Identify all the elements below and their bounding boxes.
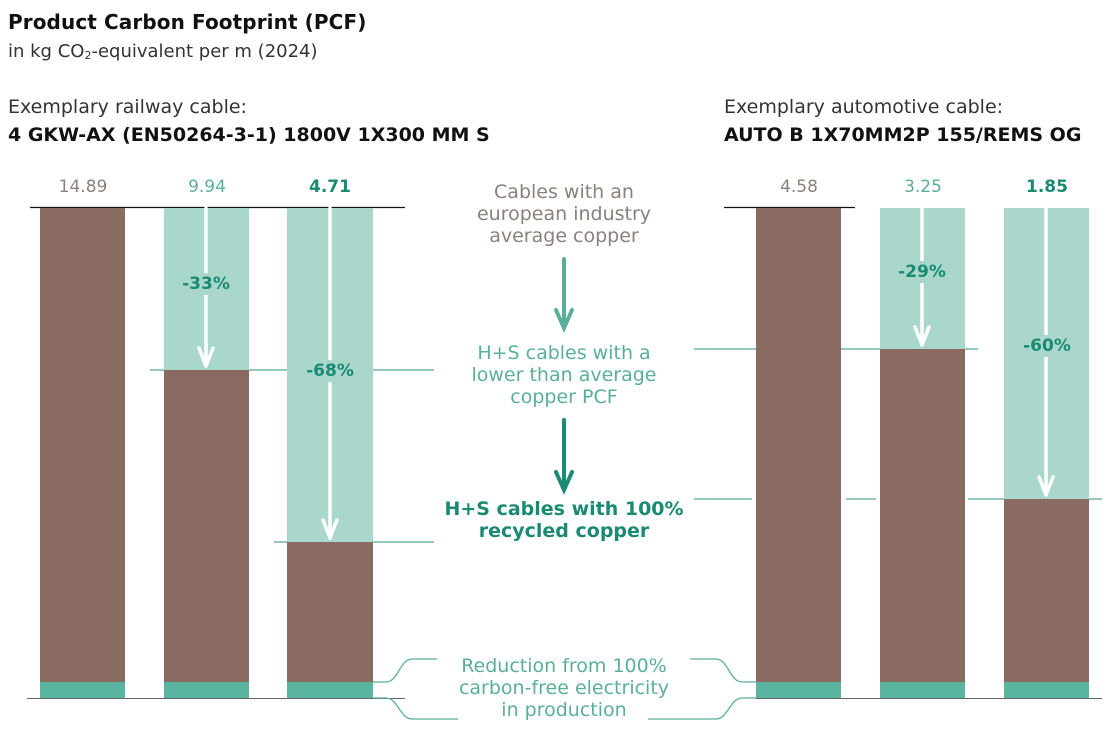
legend-line: average copper: [489, 225, 639, 247]
value-railway-recycled: 4.71: [309, 177, 351, 197]
subtitle-prefix: in kg CO: [8, 41, 85, 62]
legend-line: Cables with an: [494, 181, 634, 203]
value-automotive-recycled: 1.85: [1026, 177, 1068, 197]
reduction-railway-recycled: -68%: [298, 360, 362, 382]
bar-automotive-average: [756, 208, 841, 698]
electricity-bracket: [373, 658, 756, 720]
legend-line: H+S cables with a: [477, 342, 651, 364]
reduction-automotive-lower: -29%: [892, 261, 952, 283]
chart-title: Product Carbon Footprint (PCF): [8, 10, 367, 34]
legend-line: european industry: [476, 203, 652, 225]
reduction-railway-lower: -33%: [176, 273, 236, 295]
value-railway-average: 14.89: [58, 177, 108, 197]
bar-railway-average: [40, 208, 125, 698]
legend-line: Reduction from 100%: [461, 655, 667, 677]
legend-line: lower than average: [471, 364, 657, 386]
value-railway-lower: 9.94: [188, 177, 226, 197]
chart-subtitle: in kg CO2-equivalent per m (2024): [8, 41, 318, 62]
arrow-down-icon: [554, 418, 574, 495]
legend-carbon-free-electricity: Reduction from 100% carbon-free electric…: [434, 655, 694, 721]
legend-line: recycled copper: [478, 520, 650, 542]
legend-line: in production: [501, 699, 627, 721]
railway-cable-name: 4 GKW-AX (EN50264-3-1) 1800V 1X300 MM S: [8, 124, 490, 146]
legend-line: carbon-free electricity: [458, 677, 670, 699]
legend-line: H+S cables with 100%: [444, 498, 684, 520]
value-automotive-lower: 3.25: [904, 177, 942, 197]
value-automotive-average: 4.58: [780, 177, 818, 197]
legend-line: copper PCF: [510, 386, 618, 408]
automotive-group-label: Exemplary automotive cable:: [724, 96, 1004, 118]
legend-average-copper: Cables with an european industry average…: [434, 181, 694, 247]
arrow-down-icon: [554, 257, 574, 333]
reduction-automotive-recycled: -60%: [1015, 335, 1079, 357]
legend-recycled-copper: H+S cables with 100% recycled copper: [434, 498, 694, 542]
automotive-cable-name: AUTO B 1X70MM2P 155/REMS OG: [724, 124, 1082, 146]
legend-lower-pcf-copper: H+S cables with a lower than average cop…: [434, 342, 694, 408]
subtitle-subscript: 2: [84, 49, 92, 62]
subtitle-suffix: -equivalent per m (2024): [91, 41, 318, 62]
railway-group-label: Exemplary railway cable:: [8, 96, 247, 118]
